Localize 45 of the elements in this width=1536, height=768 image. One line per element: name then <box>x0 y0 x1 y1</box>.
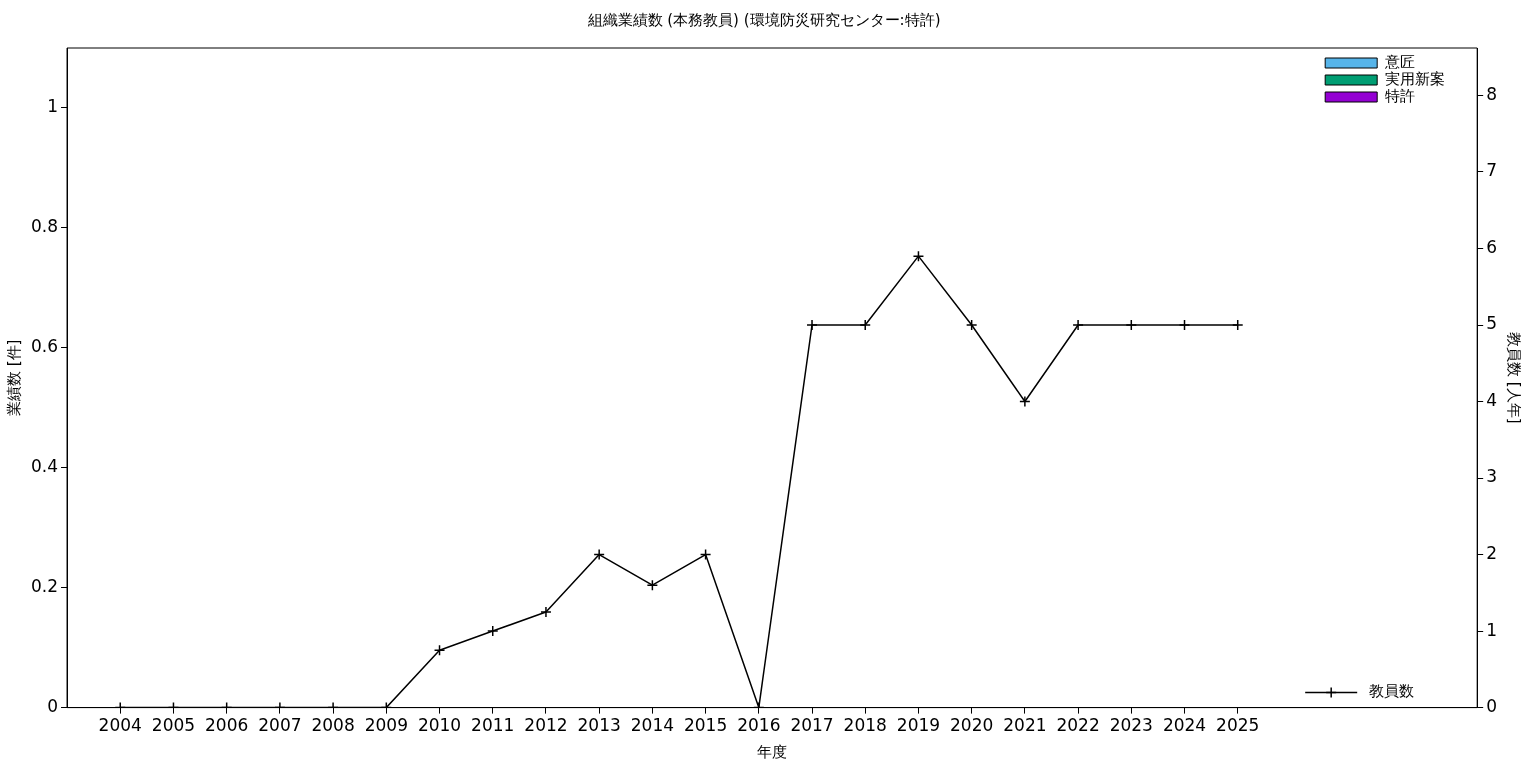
y2-tick-label: 5 <box>1486 313 1498 334</box>
x-tick-label: 2011 <box>471 715 515 736</box>
x-tick-label: 2021 <box>1003 715 1047 736</box>
x-tick-label: 2016 <box>737 715 781 736</box>
x-tick-label: 2018 <box>843 715 887 736</box>
y2-tick-label: 4 <box>1486 389 1498 410</box>
y2-tick-label: 8 <box>1486 83 1498 104</box>
x-tick-label: 2009 <box>364 715 408 736</box>
y-tick-label: 0.6 <box>30 336 59 357</box>
y2-tick-label: 7 <box>1486 160 1498 181</box>
y-tick-label: 0.4 <box>30 456 59 477</box>
x-tick-label: 2012 <box>524 715 568 736</box>
x-tick-label: 2025 <box>1216 715 1260 736</box>
x-tick-label: 2020 <box>950 715 994 736</box>
y-tick-label: 0 <box>47 696 59 717</box>
legend-label: 教員数 <box>1369 682 1415 701</box>
y2-tick-label: 3 <box>1486 466 1498 487</box>
y-axis-title: 業績数 [件] <box>4 339 23 417</box>
x-tick-label: 2006 <box>205 715 249 736</box>
y2-tick-label: 6 <box>1486 236 1498 257</box>
x-tick-label: 2004 <box>98 715 142 736</box>
x-tick-label: 2022 <box>1056 715 1100 736</box>
x-tick-label: 2007 <box>258 715 302 736</box>
x-tick-label: 2024 <box>1162 715 1207 736</box>
x-tick-label: 2017 <box>790 715 834 736</box>
y2-tick-label: 2 <box>1486 542 1498 563</box>
y2-tick-label: 0 <box>1486 696 1498 717</box>
y2-axis-title: 教員数 [人年] <box>1505 332 1524 424</box>
legend-label: 実用新案 <box>1385 69 1446 88</box>
chart-title: 組織業績数 (本務教員) (環境防災研究センター:特許) <box>586 10 941 29</box>
x-tick-label: 2010 <box>417 715 462 736</box>
x-axis-title: 年度 <box>757 742 788 761</box>
legend-label: 意匠 <box>1384 52 1416 71</box>
legend-label: 特許 <box>1385 86 1416 105</box>
x-tick-label: 2014 <box>630 715 675 736</box>
x-tick-label: 2013 <box>577 715 621 736</box>
y2-tick-label: 1 <box>1486 619 1498 640</box>
y-tick-label: 0.2 <box>30 576 59 597</box>
x-tick-label: 2008 <box>311 715 355 736</box>
y-tick-label: 0.8 <box>30 216 59 237</box>
x-tick-label: 2015 <box>683 715 728 736</box>
y-tick-label: 1 <box>47 96 59 117</box>
x-tick-label: 2023 <box>1109 715 1153 736</box>
x-tick-label: 2005 <box>151 715 196 736</box>
x-tick-label: 2019 <box>896 715 941 736</box>
